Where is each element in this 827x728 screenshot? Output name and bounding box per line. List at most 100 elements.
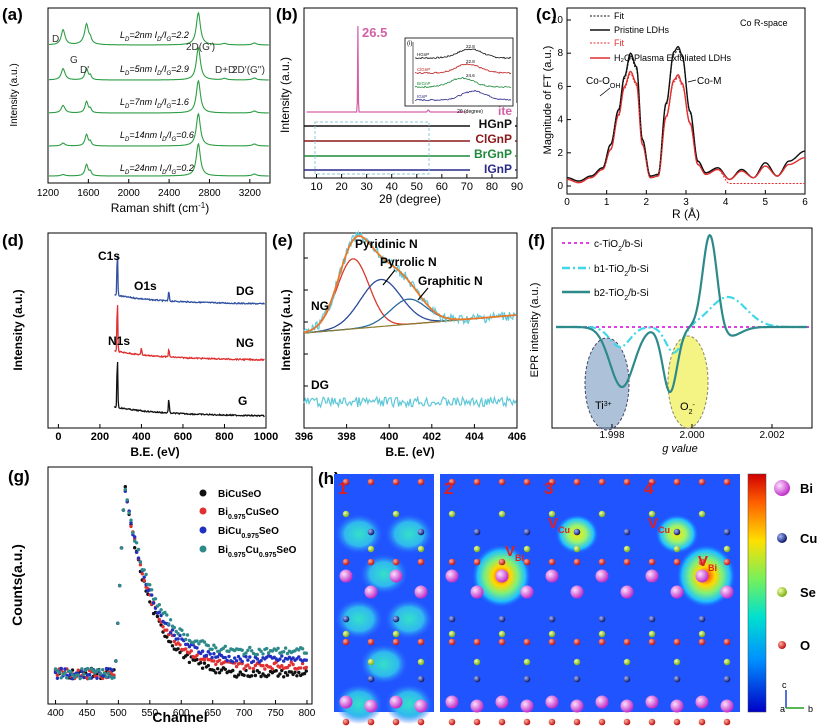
o-atom [648,638,656,646]
annot-pyrrolic: Pyrrolic N [380,255,437,269]
panel-f-plot: 1.998 2.000 2.002 [556,233,810,441]
decay-point [133,535,137,539]
decay-point [227,654,231,659]
decay-point [265,646,269,651]
bi-atom [595,569,609,583]
annot-o2: O2- [680,401,695,416]
decay-point [304,658,308,662]
decay-point [251,666,256,671]
legend-b2-tio2: b2-TiO2/b-Si [594,288,649,302]
decay-point [244,655,248,659]
xps-survey-line [114,305,265,362]
decay-point [102,671,107,676]
decay-point [223,667,227,671]
decay-point [57,670,61,675]
decay-point [82,675,86,680]
decay-point [97,668,101,672]
decay-point [223,655,227,660]
decay-point [121,508,126,512]
decay-point [101,668,105,672]
panel-c-title: Co R-space [740,18,788,28]
vacancy-label: VBi [698,553,717,573]
y-tick-label: 8 [557,48,563,59]
vacancy-label: VCu [648,515,670,535]
label-bg [470,162,515,175]
panel-c: (c) 0 1 2 3 4 5 6 0 2 4 6 8 10 Co R-space Fit Pristi… [536,5,808,221]
cu-atom [673,675,681,683]
bi-atom [470,585,484,599]
peak-label-g: G [70,55,78,66]
decay-point [300,661,305,666]
se-atom [548,630,556,638]
panel-g-legend: BiCuSeO Bi0.975CuSeO BiCu0.975SeO Bi0.97… [199,489,297,559]
cu-atom [598,615,606,623]
legend-b1-tio2: b1-TiO2/b-Si [594,264,649,278]
vacancy-label: VBi [505,543,524,563]
decay-point [185,642,190,646]
label-bg [470,104,515,117]
panel-f: (f) 1.998 2.000 2.002 Ti3+ O2- c-TiO2/b-Si… [528,227,813,455]
panel-d-frame [47,232,267,429]
legend-bicu-def-marker [199,545,207,553]
panel-e: (e) 396 398 400 402 404 406 Pyridinic N Pyrro… [272,230,526,459]
bi-atom [339,569,353,583]
legend-c-tio2: c-TiO2/b-Si [594,239,643,253]
o-atom [473,558,481,566]
o-atom [723,638,731,646]
legend-fit-pristine: Fit [614,11,624,21]
bi-atom [470,699,484,713]
decay-point [142,575,146,579]
decay-point [212,659,216,663]
inset-line [414,48,512,60]
xrd-series-label: HGnP [479,117,512,131]
o-atom [548,478,556,486]
decay-point [278,657,282,661]
se-atom [698,510,706,518]
o-atom [723,718,731,726]
label-bg [470,132,515,145]
cu-atom [723,528,731,536]
bi-atom [720,699,734,713]
xps-o1s-label: O1s [134,279,157,293]
panel-d: (d) 0 200 400 600 800 1000 C1s O1s N1s DG NG … [2,231,278,459]
o-atom [573,478,581,486]
decay-point [127,511,131,515]
se-atom [417,545,425,553]
x-tick-label: 550 [141,708,158,719]
legend-bicuseo: BiCuSeO [218,489,262,500]
decay-point [212,668,216,673]
decay-point [76,673,80,677]
decay-point [199,651,203,656]
decay-point [297,655,301,659]
x-tick-label: 600 [174,431,192,443]
se-atom [473,545,481,553]
decay-point [270,667,275,671]
bi-atom [520,585,534,599]
panel-a-ticks: 1200 1600 2000 2400 2800 3200 [37,179,262,199]
density-blob [385,514,433,554]
o-atom [648,558,656,566]
decay-point [129,524,133,529]
xrd-peak-label: 26.5 [362,25,387,40]
decay-point [204,653,209,658]
dg-raw-line [303,395,517,409]
decay-point [274,669,278,673]
pristine-ldh-line [567,45,806,182]
decay-point [123,487,128,492]
decay-point [59,676,63,680]
decay-point [248,645,252,650]
decay-point [55,676,60,680]
x-tick-label: 650 [204,708,221,719]
bi-atom [545,569,559,583]
decay-point [142,578,146,583]
x-tick-label: 0 [564,197,570,208]
decay-point [246,663,250,667]
decay-point [250,674,254,678]
x-tick-label: 3200 [239,188,262,199]
annot-pyridinic: Pyridinic N [355,237,418,251]
axis-b-label: b [808,704,813,714]
x-tick-label: 2 [644,197,650,208]
x-tick-label: 70 [461,181,473,193]
decay-point [163,610,167,615]
decay-point [202,640,207,644]
